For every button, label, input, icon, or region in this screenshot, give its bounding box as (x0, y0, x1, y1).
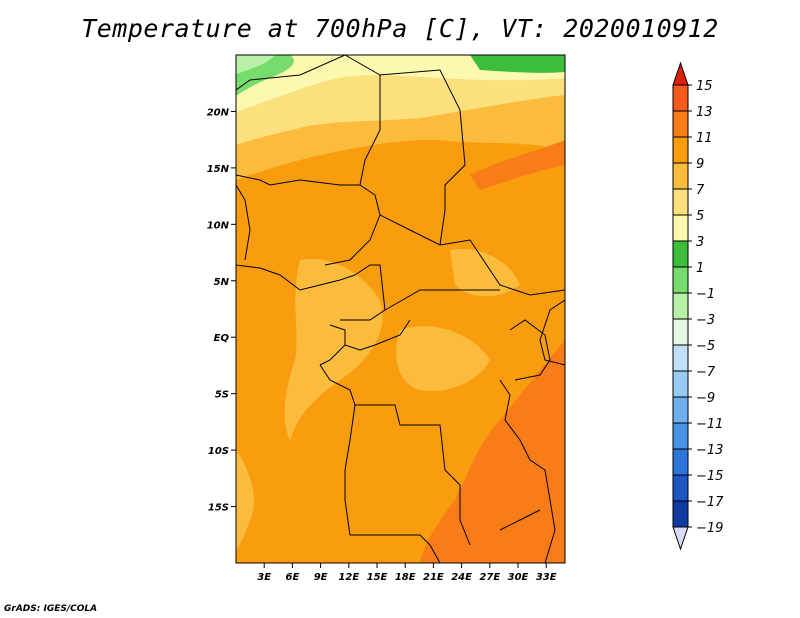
colorbar-label: −15 (696, 469, 723, 484)
colorbar-segment (672, 188, 689, 216)
colorbar-segment (672, 214, 689, 242)
colorbar-label: −1 (696, 287, 715, 302)
boundaries (236, 55, 565, 563)
boundary-2 (344, 55, 381, 186)
footer-credit: GrADS: IGES/COLA (4, 604, 98, 614)
boundary-6 (340, 264, 386, 321)
lat-tick-label: 10S (208, 446, 229, 457)
latitude-axis: 20N 15N 10N 5N EQ 5S 10S 15S (207, 107, 236, 514)
boundary-lake-region (509, 319, 551, 381)
colorbar-label: −5 (696, 339, 715, 354)
lat-tick-label: 15S (208, 503, 229, 514)
colorbar-segment (672, 136, 689, 164)
colorbar-label: −3 (696, 313, 715, 328)
colorbar-segment (672, 344, 689, 372)
boundary-west (236, 184, 251, 261)
colorbar-label: 3 (696, 235, 704, 250)
lon-tick-label: 6E (286, 572, 300, 583)
colorbar-segment (672, 240, 689, 268)
colorbar-segment (672, 396, 689, 424)
colorbar-label: 13 (696, 105, 713, 120)
colorbar-label: 9 (696, 157, 704, 172)
colorbar-label: 11 (696, 131, 713, 146)
boundary-3 (379, 69, 466, 246)
colorbar-bottom-arrow (672, 526, 689, 551)
lon-tick-label: 27E (479, 572, 500, 583)
boundary-12 (499, 379, 556, 563)
lat-tick-label: 20N (207, 107, 230, 118)
boundary-9 (344, 319, 411, 351)
colorbar-segment (672, 266, 689, 294)
lon-tick-label: 30E (508, 572, 529, 583)
colorbar-label: 1 (696, 261, 704, 276)
boundary-10 (319, 364, 471, 546)
coastline-gulf (236, 264, 356, 291)
colorbar-segment (672, 84, 689, 112)
colorbar-segment (672, 448, 689, 476)
lon-tick-label: 3E (257, 572, 271, 583)
lon-tick-label: 9E (314, 572, 328, 583)
lon-tick-label: 21E (423, 572, 444, 583)
field-patch-central-west (284, 259, 383, 440)
colorbar: 15 13 11 9 7 5 3 1 −1 −3 −5 −7 −9 −11 −13 −15 −17 −19 (672, 61, 724, 551)
lon-tick-label: 33E (536, 572, 557, 583)
colorbar-label: −7 (696, 365, 716, 380)
field-patch-southwest (236, 450, 255, 550)
lat-tick-label: 5S (215, 390, 229, 401)
boundary-13 (429, 544, 441, 563)
map-title: Temperature at 700hPa [C], VT: 202001091… (81, 14, 719, 43)
boundary-7 (384, 289, 500, 311)
colorbar-segment (672, 422, 689, 450)
field-band-1 (470, 55, 565, 73)
field-patch-central (396, 326, 490, 391)
field-band-minus3 (236, 55, 275, 74)
lon-tick-label: 18E (395, 572, 416, 583)
colorbar-label: 7 (696, 183, 705, 198)
field-patch-north-central (450, 249, 520, 297)
colorbar-label: −9 (696, 391, 715, 406)
longitude-axis: 3E 6E 9E 12E 15E 18E 21E 24E 27E 30E 33E (257, 563, 557, 583)
colorbar-segment (672, 370, 689, 398)
lat-tick-label: EQ (214, 333, 230, 344)
field-band-11-southeast (420, 340, 565, 563)
temperature-field (236, 55, 565, 563)
lat-tick-label: 5N (214, 277, 230, 288)
colorbar-top-arrow (672, 61, 689, 86)
field-streak-east (470, 140, 565, 190)
lon-tick-label: 24E (451, 572, 472, 583)
colorbar-segment (672, 474, 689, 502)
colorbar-label: −19 (696, 521, 723, 536)
colorbar-segment (672, 292, 689, 320)
boundary-1 (236, 55, 346, 91)
colorbar-segment (672, 162, 689, 190)
colorbar-segment (672, 318, 689, 346)
lat-tick-label: 10N (207, 220, 230, 231)
boundary-4 (236, 174, 381, 266)
boundary-14 (499, 509, 541, 531)
colorbar-label: 15 (696, 79, 713, 94)
lon-tick-label: 15E (367, 572, 388, 583)
lon-tick-label: 12E (338, 572, 359, 583)
boundary-east (539, 299, 565, 366)
map-frame (235, 54, 566, 564)
colorbar-label: −17 (696, 495, 724, 510)
colorbar-segment (672, 110, 689, 138)
colorbar-segment (672, 500, 689, 528)
colorbar-label: −11 (696, 417, 723, 432)
boundary-11 (344, 404, 431, 546)
boundary-5 (379, 214, 565, 296)
colorbar-label: −13 (696, 443, 723, 458)
lat-tick-label: 15N (207, 164, 230, 175)
colorbar-label: 5 (696, 209, 704, 224)
